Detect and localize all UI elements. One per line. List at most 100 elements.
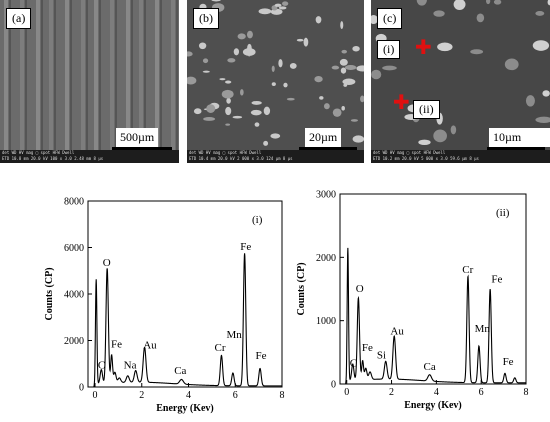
particle [254, 122, 260, 127]
particle [225, 80, 232, 84]
particle [286, 97, 295, 101]
peak-label: Cr [215, 342, 226, 354]
particle [198, 42, 207, 50]
groove-shadow [54, 0, 56, 163]
particle [271, 82, 276, 86]
panel-label-b: (b) [193, 8, 219, 29]
plot-frame [87, 200, 283, 388]
groove-shadow [115, 0, 117, 163]
particle [221, 89, 234, 99]
particle [240, 89, 244, 96]
peak-label: O [103, 257, 111, 269]
particle [315, 16, 322, 24]
sem-image-a: (a) 500µm det WD HV mag □ spot HFW Dwell… [0, 0, 179, 163]
region-label-ii: (ii) [413, 100, 440, 119]
region-label-i: (i) [377, 40, 401, 59]
particle [450, 125, 457, 135]
peak-label: Fe [255, 350, 266, 362]
x-tick-label: 2 [139, 390, 144, 401]
particle [246, 30, 253, 39]
particle [352, 135, 364, 143]
peak-label: Fe [362, 342, 373, 354]
particle [331, 65, 340, 70]
groove-stripe [94, 0, 98, 163]
particle [535, 10, 545, 16]
groove-stripe [171, 0, 175, 163]
y-tick-label: 8000 [64, 197, 84, 208]
particle [225, 123, 231, 126]
particle [433, 129, 447, 143]
groove-stripe [65, 0, 69, 163]
particle [418, 139, 431, 146]
particle [453, 0, 466, 10]
peak-label: Mn [226, 329, 242, 341]
groove-stripe [139, 0, 143, 163]
particle [278, 59, 283, 68]
particle [319, 96, 324, 100]
x-tick-label: 0 [93, 390, 98, 401]
particle [232, 115, 243, 119]
y-tick-label: 2000 [316, 253, 336, 264]
particle [258, 8, 272, 15]
particle [352, 46, 360, 52]
x-tick-label: 4 [186, 390, 191, 401]
meta-header-b: det WD HV mag □ spot HFW Dwell [189, 150, 262, 155]
groove-stripe [110, 0, 114, 163]
y-axis-label: Counts (CP) [44, 267, 55, 320]
groove-stripe [49, 0, 53, 163]
particle [270, 133, 281, 139]
particle [226, 97, 231, 104]
particle [250, 109, 262, 116]
x-tick-label: 8 [280, 390, 285, 401]
meta-values-b: ETD 10.4 mm 20.0 kV 2 000 x 3.0 124 µm 8… [189, 156, 293, 161]
groove-shadow [25, 0, 27, 163]
y-tick-label: 1000 [316, 316, 336, 327]
groove-stripe [36, 0, 40, 163]
particle [323, 103, 330, 110]
particle [342, 78, 356, 85]
y-tick-label: 2000 [64, 336, 84, 347]
particle [525, 95, 535, 107]
particle [339, 58, 348, 66]
particle [341, 49, 347, 54]
scale-label-a: 500µm [116, 128, 159, 147]
groove-shadow [131, 0, 133, 163]
particle [263, 140, 269, 146]
peak-label: Au [390, 326, 404, 338]
peak-label: Mn [475, 323, 491, 335]
particle [344, 64, 357, 71]
y-axis-label: Counts (CP) [296, 262, 307, 315]
peak-label: Na [124, 359, 137, 371]
particle [203, 117, 216, 121]
particle [340, 21, 344, 30]
groove-stripe [155, 0, 159, 163]
scale-label-b: 20µm [305, 128, 342, 147]
particle [416, 0, 427, 6]
peak-label: O [356, 283, 364, 295]
y-tick-label: 4000 [64, 290, 84, 301]
particle [356, 65, 364, 72]
marker-i-icon: ✚ [415, 35, 432, 59]
y-tick-label: 6000 [64, 243, 84, 254]
y-tick-label: 0 [79, 383, 84, 394]
groove-shadow [9, 0, 11, 163]
groove-shadow [176, 0, 178, 163]
peak-label: Si [377, 350, 386, 362]
particle [371, 69, 382, 80]
scale-bar-c [487, 147, 545, 150]
particle [493, 0, 502, 5]
x-tick-label: 6 [233, 390, 238, 401]
meta-values-a: ETD 10.8 mm 20.0 kV 100 x 3.0 2.48 mm 8 … [2, 156, 104, 161]
particle [350, 119, 358, 122]
meta-header-c: det WD HV mag □ spot HFW Dwell [373, 150, 446, 155]
particle [202, 58, 209, 64]
particle [187, 76, 197, 85]
panel-label-c: (c) [377, 8, 403, 29]
peak-label: Fe [491, 274, 502, 286]
groove-shadow [41, 0, 43, 163]
particle [187, 51, 193, 57]
particle [360, 95, 364, 103]
particle [476, 13, 485, 23]
y-tick-label: 3000 [316, 190, 336, 201]
groove-shadow [99, 0, 101, 163]
